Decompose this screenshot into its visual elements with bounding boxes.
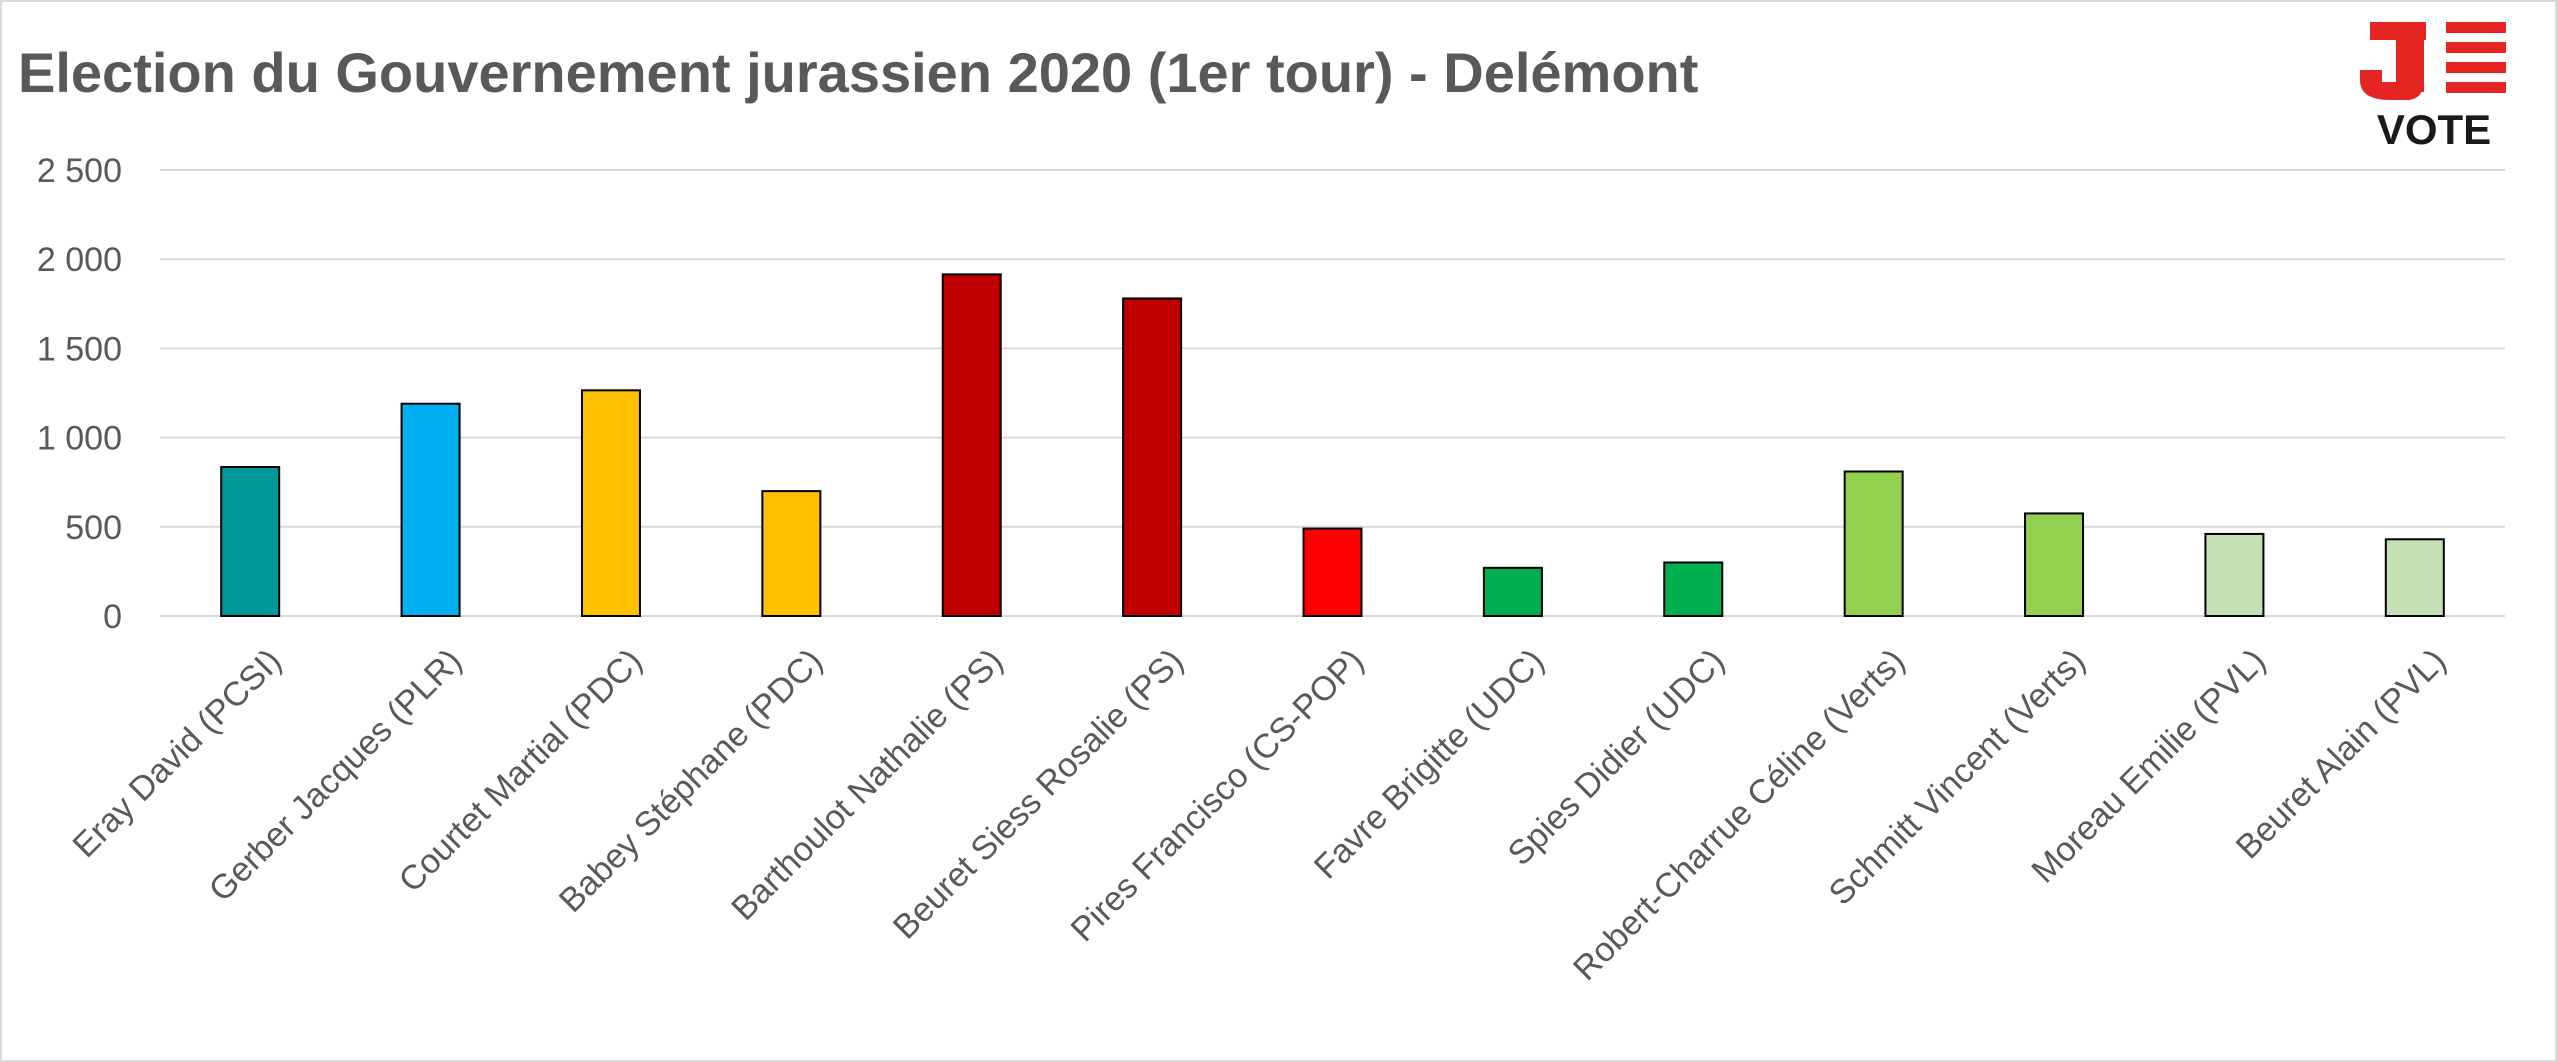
logo-vote-text: VOTE bbox=[2377, 106, 2491, 150]
chart-title: Election du Gouvernement jurassien 2020 … bbox=[18, 41, 1699, 104]
je-vote-logo: VOTE bbox=[2360, 22, 2506, 150]
